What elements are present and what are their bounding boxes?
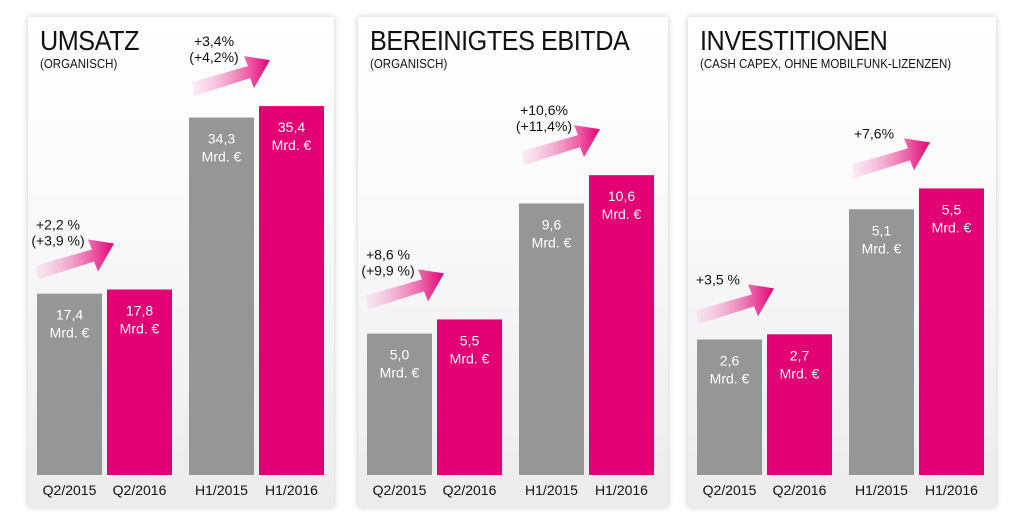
growth-arrow-icon — [36, 239, 114, 280]
growth-arrow-icon — [522, 125, 600, 166]
growth-arrow-icon — [366, 269, 444, 310]
chart-title: BEREINIGTES EBITDA — [370, 25, 630, 56]
growth-label: (+9,9 %) — [361, 262, 414, 278]
growth-label: (+11,4%) — [516, 118, 572, 134]
x-tick-label: Q2/2016 — [443, 482, 497, 498]
chart-ebitda: 5,0 Mrd. € Q2/2015 5,5 Mrd. € Q2/2016 9,6 Mrd. … — [361, 102, 654, 498]
bar-value-label: 9,6 — [542, 216, 562, 232]
growth-label: (+3,9 %) — [31, 233, 84, 249]
bar-h1-2016 — [259, 106, 324, 476]
bar-value-label: 10,6 — [608, 188, 635, 204]
bar-q2-2015 — [367, 333, 432, 475]
x-tick-label: Q2/2015 — [43, 482, 97, 498]
bar-unit-label: Mrd. € — [710, 371, 750, 387]
chart-subtitle: (ORGANISCH) — [40, 57, 118, 71]
bar-unit-label: Mrd. € — [862, 240, 902, 256]
growth-label: +2,2 % — [36, 217, 80, 233]
bar-value-label: 17,8 — [126, 303, 153, 319]
x-tick-label: Q2/2015 — [703, 482, 757, 498]
x-tick-label: H1/2016 — [265, 482, 318, 498]
bar-h1-2016 — [589, 175, 654, 475]
bar-q2-2015 — [697, 339, 762, 475]
chart-umsatz: 17,4 Mrd. € Q2/2015 17,8 Mrd. € Q2/2016 34,3 Mr… — [31, 33, 324, 498]
chart-subtitle: (CASH CAPEX, OHNE MOBILFUNK-LIZENZEN) — [700, 57, 952, 71]
chart-title: INVESTITIONEN — [700, 25, 888, 56]
panel-ebitda: BEREINIGTES EBITDA (ORGANISCH) 5,0 Mrd. €… — [358, 17, 668, 507]
bar-h1-2015 — [849, 209, 914, 475]
bar-unit-label: Mrd. € — [450, 350, 490, 366]
x-tick-label: H1/2015 — [195, 482, 248, 498]
panel-umsatz: UMSATZ (ORGANISCH) 17,4 Mrd. € Q2/2015 17,8… — [28, 17, 334, 507]
bar-value-label: 2,7 — [790, 347, 810, 363]
bar-unit-label: Mrd. € — [120, 321, 160, 337]
growth-label: +7,6% — [854, 125, 894, 141]
bar-q2-2016 — [437, 319, 502, 475]
bar-value-label: 5,1 — [872, 222, 892, 238]
bar-unit-label: Mrd. € — [202, 149, 242, 165]
bar-q2-2016 — [767, 334, 832, 475]
bar-value-label: 5,5 — [942, 201, 962, 217]
growth-label: +8,6 % — [366, 246, 410, 262]
bar-unit-label: Mrd. € — [602, 206, 642, 222]
x-tick-label: Q2/2016 — [773, 482, 827, 498]
x-tick-label: Q2/2016 — [113, 482, 167, 498]
growth-label: +3,5 % — [696, 271, 740, 287]
x-tick-label: H1/2016 — [925, 482, 978, 498]
growth-label: (+4,2%) — [189, 49, 238, 65]
growth-arrow-icon — [852, 138, 930, 179]
bar-unit-label: Mrd. € — [380, 365, 420, 381]
growth-arrow-icon — [696, 284, 774, 325]
bar-value-label: 34,3 — [208, 131, 235, 147]
growth-arrow-icon — [192, 56, 270, 97]
bar-unit-label: Mrd. € — [272, 137, 312, 153]
bar-value-label: 5,5 — [460, 332, 480, 348]
bar-value-label: 2,6 — [720, 353, 740, 369]
panel-investitionen: INVESTITIONEN (CASH CAPEX, OHNE MOBILFUN… — [688, 17, 996, 507]
bar-q2-2016 — [107, 289, 172, 475]
chart-title: UMSATZ — [40, 25, 140, 56]
growth-label: +10,6% — [520, 102, 568, 118]
bar-unit-label: Mrd. € — [532, 234, 572, 250]
x-tick-label: H1/2015 — [855, 482, 908, 498]
bar-value-label: 35,4 — [278, 119, 305, 135]
bar-q2-2015 — [37, 293, 102, 475]
bar-value-label: 17,4 — [56, 307, 83, 323]
x-tick-label: H1/2016 — [595, 482, 648, 498]
bar-h1-2015 — [189, 117, 254, 475]
growth-label: +3,4% — [194, 33, 234, 49]
chart-subtitle: (ORGANISCH) — [370, 57, 448, 71]
bar-value-label: 5,0 — [390, 347, 410, 363]
bar-h1-2015 — [519, 203, 584, 475]
bar-unit-label: Mrd. € — [932, 219, 972, 235]
bar-unit-label: Mrd. € — [780, 365, 820, 381]
x-tick-label: H1/2015 — [525, 482, 578, 498]
x-tick-label: Q2/2015 — [373, 482, 427, 498]
bar-unit-label: Mrd. € — [50, 325, 90, 341]
chart-investitionen: 2,6 Mrd. € Q2/2015 2,7 Mrd. € Q2/2016 5,1 Mrd. … — [696, 125, 984, 498]
bar-h1-2016 — [919, 188, 984, 475]
